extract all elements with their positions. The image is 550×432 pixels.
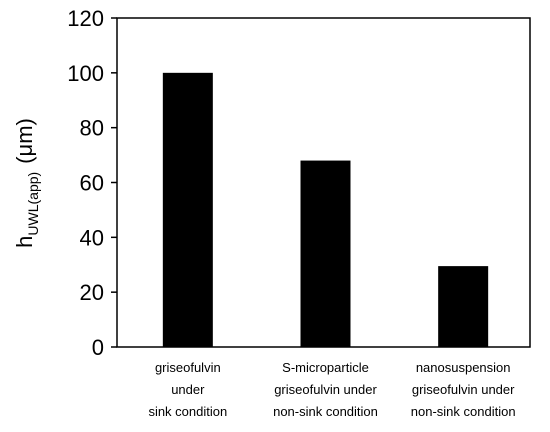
x-category-label-line: under xyxy=(171,382,205,397)
y-axis-ticks: 0 20 40 60 80 100 120 xyxy=(67,6,117,360)
y-tick-label: 20 xyxy=(80,280,104,305)
y-tick-label: 0 xyxy=(92,335,104,360)
bar xyxy=(438,266,489,347)
x-category-label-line: sink condition xyxy=(148,404,227,419)
y-axis-label-unit: (μm) xyxy=(12,118,37,164)
x-category-label-line: griseofulvin under xyxy=(412,382,515,397)
x-category-label-line: nanosuspension xyxy=(416,360,511,375)
y-axis-label-subscript: UWL(app) xyxy=(25,172,41,236)
bar xyxy=(300,160,351,347)
x-category-label: S-microparticle griseofulvin under non-sin… xyxy=(273,360,378,419)
x-category-label: griseofulvin under sink condition xyxy=(148,360,227,419)
y-axis-label: hUWL(app) (μm) xyxy=(12,118,41,248)
y-tick-label: 60 xyxy=(80,171,104,196)
x-category-label-line: non-sink condition xyxy=(273,404,378,419)
x-axis-category-labels: griseofulvin under sink condition S-micropa… xyxy=(148,360,515,419)
x-category-label-line: griseofulvin under xyxy=(274,382,377,397)
y-tick-label: 40 xyxy=(80,225,104,250)
bar xyxy=(162,72,213,347)
x-category-label-line: S-microparticle xyxy=(282,360,369,375)
y-tick-label: 80 xyxy=(80,116,104,141)
x-category-label-line: non-sink condition xyxy=(411,404,516,419)
x-category-label: nanosuspension griseofulvin under non-sink… xyxy=(411,360,516,419)
x-category-label-line: griseofulvin xyxy=(155,360,221,375)
bars xyxy=(162,72,489,347)
y-tick-label: 100 xyxy=(67,61,104,86)
y-axis-label-base: h xyxy=(12,236,37,248)
y-tick-label: 120 xyxy=(67,6,104,31)
